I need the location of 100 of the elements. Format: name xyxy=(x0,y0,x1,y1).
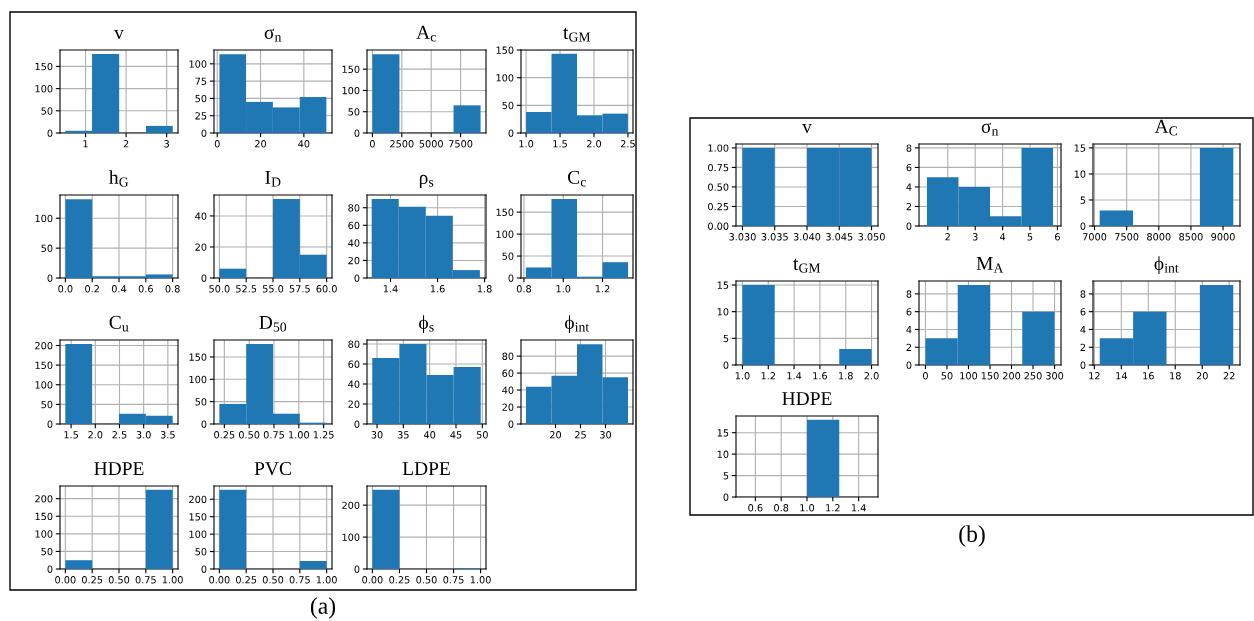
y-tick-label: 0 xyxy=(723,361,729,369)
y-tick-label: 40 xyxy=(502,386,514,394)
y-tick-label: 60 xyxy=(348,221,360,230)
x-tick-label: 1.00 xyxy=(316,576,337,584)
x-tick-label: 0.25 xyxy=(214,431,235,439)
y-tick-label: 60 xyxy=(348,360,360,368)
y-tick-label: 0 xyxy=(1080,222,1086,230)
x-tick-label: 4 xyxy=(999,233,1006,241)
y-tick-label: 50 xyxy=(41,400,53,409)
x-tick-label: 1.00 xyxy=(470,576,491,584)
x-tick-label: 25 xyxy=(575,431,586,439)
y-tick-label: 40 xyxy=(195,212,207,220)
x-tick-label: 2 xyxy=(123,140,129,148)
chart-title: PVC xyxy=(254,462,291,476)
x-tick-label: 5000 xyxy=(419,140,443,148)
chart-title: LDPE xyxy=(402,462,450,475)
chart-title: ϕ$_{s}$ xyxy=(419,315,434,333)
y-tick-label: 100 xyxy=(35,85,53,93)
y-tick-label: 20 xyxy=(195,243,207,251)
chart-title: v xyxy=(802,123,812,134)
y-tick-label: 6 xyxy=(1080,308,1086,316)
y-tick-label: 50 xyxy=(502,101,514,110)
x-tick-label: 16 xyxy=(1143,372,1154,380)
x-tick-label: 0.8 xyxy=(165,285,180,293)
y-tick-label: 200 xyxy=(189,495,207,504)
x-tick-label: 0.0 xyxy=(58,285,73,293)
y-tick-label: 40 xyxy=(348,239,360,247)
chart-title: σ$_{n}$ xyxy=(981,122,999,136)
y-tick-label: 60 xyxy=(502,369,514,377)
y-tick-label: 20 xyxy=(502,403,514,411)
x-tick-label: 0 xyxy=(369,140,375,148)
x-tick-label: 22 xyxy=(1223,372,1235,380)
x-tick-label: 30 xyxy=(600,431,612,439)
x-tick-label: 1.4 xyxy=(383,285,398,293)
y-tick-label: 50 xyxy=(348,108,360,116)
y-tick-label: 0 xyxy=(47,129,53,137)
y-tick-label: 100 xyxy=(189,60,207,68)
chart-title: HDPE xyxy=(782,392,832,405)
y-tick-label: 0 xyxy=(47,274,53,282)
x-tick-label: 2.5 xyxy=(620,140,635,148)
x-tick-label: 1.6 xyxy=(813,372,828,380)
x-tick-label: 14 xyxy=(1116,372,1127,380)
y-tick-label: 0 xyxy=(354,129,360,137)
x-tick-label: 0.25 xyxy=(82,576,103,584)
x-tick-label: 1.00 xyxy=(162,576,183,584)
y-tick-label: 150 xyxy=(35,512,53,521)
x-tick-label: 1 xyxy=(83,140,88,148)
x-tick-label: 300 xyxy=(1046,372,1064,380)
x-tick-label: 0.00 xyxy=(362,576,383,584)
y-tick-label: 8 xyxy=(906,144,912,152)
y-tick-label: 10 xyxy=(1074,170,1086,178)
y-tick-label: 0 xyxy=(354,420,360,428)
x-tick-label: 0.50 xyxy=(416,576,437,584)
y-tick-label: 0 xyxy=(508,129,514,137)
x-tick-label: 0.2 xyxy=(85,285,99,293)
y-tick-label: 100 xyxy=(189,530,207,538)
y-tick-label: 0 xyxy=(47,420,53,428)
x-tick-label: 3.5 xyxy=(160,431,175,439)
chart-title: v xyxy=(114,29,124,40)
x-tick-label: 1.8 xyxy=(839,372,853,380)
y-tick-label: 0 xyxy=(354,565,360,573)
x-tick-label: 40 xyxy=(423,431,436,439)
x-tick-label: 0.8 xyxy=(516,285,532,293)
y-tick-label: 0 xyxy=(508,274,514,282)
x-tick-label: 0.4 xyxy=(111,285,127,293)
y-tick-label: 0.25 xyxy=(708,202,729,211)
x-tick-label: 55.0 xyxy=(262,285,284,293)
x-tick-label: 0.75 xyxy=(289,576,310,584)
x-tick-label: 0.50 xyxy=(108,576,130,584)
y-tick-label: 150 xyxy=(189,513,207,521)
y-tick-label: 50 xyxy=(41,107,53,115)
x-tick-label: 5 xyxy=(1027,233,1033,241)
x-tick-label: 60.0 xyxy=(316,285,337,293)
chart-title: ϕ$_{int}$ xyxy=(565,315,590,333)
x-tick-label: 6 xyxy=(1055,233,1060,241)
chart-title: t$_{GM}$ xyxy=(793,258,821,273)
y-tick-label: 40 xyxy=(348,380,360,388)
chart-title: M$_{A}$ xyxy=(976,257,1004,273)
x-tick-label: 20 xyxy=(1196,372,1208,380)
x-tick-label: 50 xyxy=(476,431,488,439)
y-tick-label: 80 xyxy=(502,352,514,360)
x-tick-label: 0.25 xyxy=(389,576,410,584)
x-tick-label: 7500 xyxy=(1115,233,1139,241)
x-tick-label: 40 xyxy=(298,140,310,148)
x-tick-label: 52.5 xyxy=(236,285,257,293)
y-tick-label: 200 xyxy=(35,495,53,503)
x-tick-label: 3.045 xyxy=(826,233,853,241)
y-tick-label: 50 xyxy=(41,244,53,252)
y-tick-label: 20 xyxy=(348,256,360,265)
y-tick-label: 4 xyxy=(906,326,912,334)
x-tick-label: 0.50 xyxy=(262,576,284,584)
y-tick-label: 0 xyxy=(906,222,912,230)
chart-title: C$_{u}$ xyxy=(109,315,129,332)
x-tick-label: 1.4 xyxy=(787,372,802,380)
x-tick-label: 1.0 xyxy=(519,140,534,148)
x-tick-label: 7000 xyxy=(1082,233,1107,241)
y-tick-label: 8 xyxy=(906,290,912,298)
y-tick-label: 2 xyxy=(906,343,912,351)
y-tick-label: 0 xyxy=(1080,361,1086,369)
x-tick-label: 3.0 xyxy=(136,431,151,439)
